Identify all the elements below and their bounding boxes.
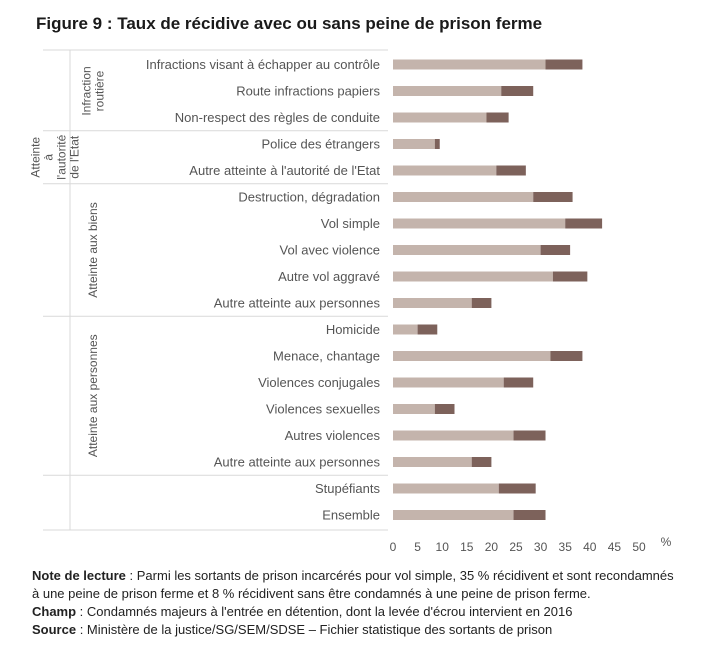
x-tick-label: 35	[559, 540, 573, 554]
bar-sans-peine-ferme	[552, 271, 588, 282]
bar-avec-peine-ferme	[393, 192, 534, 202]
group-label-line: routière	[93, 70, 107, 111]
bar-sans-peine-ferme	[540, 245, 571, 255]
bar-sans-peine-ferme	[434, 139, 440, 149]
bar-avec-peine-ferme	[393, 86, 502, 96]
bar-sans-peine-ferme	[498, 483, 536, 494]
bar-sans-peine-ferme	[471, 298, 492, 308]
category-label: Infractions visant à échapper au contrôl…	[146, 57, 380, 72]
x-tick-label: 15	[460, 540, 474, 554]
group-label-line: l'autorité	[55, 134, 69, 179]
group-label: Atteinte aux personnes	[86, 334, 100, 457]
note-champ: Champ : Condamnés majeurs à l'entrée en …	[32, 603, 682, 621]
figure-notes: Note de lecture : Parmi les sortants de …	[32, 567, 682, 639]
category-label: Ensemble	[322, 508, 380, 523]
bar-avec-peine-ferme	[393, 218, 566, 229]
bar-sans-peine-ferme	[486, 112, 509, 123]
category-label: Non-respect des règles de conduite	[175, 110, 380, 125]
bar-avec-peine-ferme	[393, 324, 418, 335]
bar-avec-peine-ferme	[393, 351, 551, 361]
bar-avec-peine-ferme	[393, 59, 546, 70]
category-label: Police des étrangers	[261, 137, 380, 152]
bar-avec-peine-ferme	[393, 430, 514, 441]
category-label: Autres violences	[285, 428, 381, 443]
note-source: Source : Ministère de la justice/SG/SEM/…	[32, 621, 682, 639]
bar-avec-peine-ferme	[393, 271, 553, 282]
category-label: Vol avec violence	[280, 243, 380, 258]
category-label: Homicide	[326, 322, 380, 337]
group-label-line: Infraction	[80, 66, 94, 115]
note-champ-text: : Condamnés majeurs à l'entrée en détent…	[76, 604, 573, 619]
category-label: Autre atteinte à l'autorité de l'Etat	[189, 163, 380, 178]
category-label: Autre atteinte aux personnes	[214, 455, 381, 470]
category-label: Destruction, dégradation	[238, 190, 380, 205]
group-label-line: à	[42, 154, 56, 161]
category-label: Autre vol aggravé	[278, 269, 380, 284]
bar-sans-peine-ferme	[501, 86, 534, 96]
stacked-bar-chart: Infractionroutière Atteinteàl'autoritéde …	[29, 49, 672, 554]
bar-avec-peine-ferme	[393, 510, 514, 520]
bar-avec-peine-ferme	[393, 377, 504, 388]
x-tick-label: 45	[608, 540, 622, 554]
x-tick-label: 20	[485, 540, 499, 554]
note-source-label: Source	[32, 622, 77, 637]
bar-avec-peine-ferme	[393, 165, 497, 176]
note-lecture: Note de lecture : Parmi les sortants de …	[32, 567, 682, 603]
bar-sans-peine-ferme	[545, 59, 583, 70]
bar-sans-peine-ferme	[565, 218, 603, 229]
bar-sans-peine-ferme	[503, 377, 534, 388]
group-label-line: de l'Etat	[68, 135, 82, 179]
bar-sans-peine-ferme	[417, 324, 438, 335]
category-label: Violences conjugales	[258, 375, 380, 390]
group-label-line: Atteinte aux biens	[86, 202, 100, 297]
x-tick-label: 50	[632, 540, 646, 554]
bar-avec-peine-ferme	[393, 457, 472, 467]
bar-sans-peine-ferme	[550, 351, 583, 361]
bar-sans-peine-ferme	[496, 165, 526, 176]
x-tick-label: 0	[390, 540, 397, 554]
group-label: Atteinte aux biens	[86, 202, 100, 297]
bar-avec-peine-ferme	[393, 139, 435, 149]
category-label: Route infractions papiers	[236, 84, 380, 99]
bar-sans-peine-ferme	[471, 457, 492, 467]
bar-avec-peine-ferme	[393, 404, 435, 414]
bar-sans-peine-ferme	[533, 192, 573, 202]
category-label: Menace, chantage	[273, 349, 380, 364]
x-tick-label: 5	[414, 540, 421, 554]
note-source-text: : Ministère de la justice/SG/SEM/SDSE – …	[76, 622, 553, 637]
category-label: Stupéfiants	[315, 481, 381, 496]
bar-avec-peine-ferme	[393, 112, 487, 123]
figure-title: Figure 9 : Taux de récidive avec ou sans…	[36, 14, 543, 33]
note-lecture-text: : Parmi les sortants de prison incarcéré…	[32, 568, 674, 601]
group-label: Infractionroutière	[80, 66, 107, 115]
x-tick-label: 30	[534, 540, 548, 554]
x-tick-label: 10	[436, 540, 450, 554]
bar-sans-peine-ferme	[434, 404, 455, 414]
bar-sans-peine-ferme	[513, 510, 546, 520]
group-label-line: Atteinte aux personnes	[86, 334, 100, 457]
group-label-line: Atteinte	[29, 137, 43, 178]
x-unit-label: %	[661, 535, 672, 549]
x-tick-label: 25	[509, 540, 523, 554]
category-label: Autre atteinte aux personnes	[214, 296, 381, 311]
note-lecture-label: Note de lecture	[32, 568, 126, 583]
group-label: Atteinteàl'autoritéde l'Etat	[29, 134, 82, 179]
bar-avec-peine-ferme	[393, 298, 472, 308]
note-champ-label: Champ	[32, 604, 77, 619]
bar-avec-peine-ferme	[393, 245, 541, 255]
bar-sans-peine-ferme	[513, 430, 546, 441]
category-label: Vol simple	[321, 216, 380, 231]
category-label: Violences sexuelles	[266, 402, 380, 417]
bar-avec-peine-ferme	[393, 483, 499, 494]
x-tick-label: 40	[583, 540, 597, 554]
